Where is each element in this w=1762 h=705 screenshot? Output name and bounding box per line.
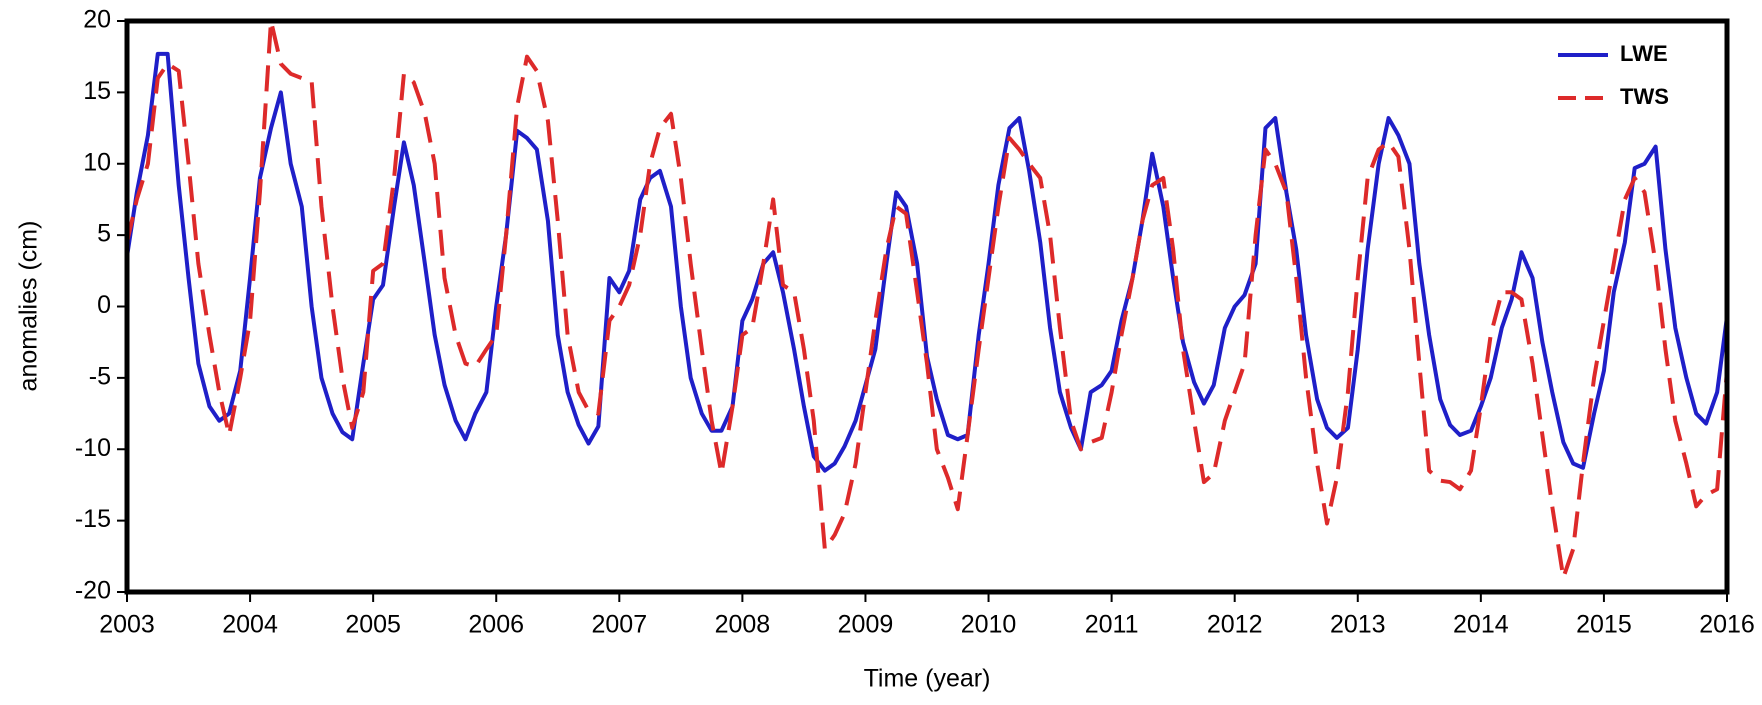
x-tick-label: 2004 [222, 611, 278, 639]
legend-label: LWE [1620, 41, 1668, 66]
y-tick-label: 0 [97, 291, 111, 319]
y-tick-label: -10 [75, 434, 111, 462]
x-tick-label: 2009 [838, 611, 894, 639]
x-tick-label: 2007 [591, 611, 647, 639]
plot-frame [124, 18, 1730, 595]
y-axis-label: anomalies (cm) [15, 221, 43, 392]
x-tick-label: 2013 [1330, 611, 1386, 639]
y-tick-label: 15 [83, 77, 111, 105]
y-tick-label: 20 [83, 6, 111, 34]
legend-label: TWS [1620, 84, 1669, 109]
x-tick-label: 2010 [961, 611, 1017, 639]
x-tick-label: 2008 [715, 611, 771, 639]
x-tick-label: 2016 [1699, 611, 1755, 639]
x-tick-label: 2005 [345, 611, 401, 639]
x-tick-label: 2011 [1085, 611, 1139, 639]
x-axis-label: Time (year) [864, 665, 991, 693]
y-tick-label: 5 [97, 220, 111, 248]
y-tick-label: -15 [75, 505, 111, 533]
x-tick-label: 2012 [1207, 611, 1263, 639]
y-tick-label: -5 [89, 362, 111, 390]
series-line [127, 21, 1727, 580]
x-tick-label: 2003 [99, 611, 155, 639]
y-tick-label: -20 [75, 577, 111, 605]
series-line [127, 51, 1727, 473]
x-tick-label: 2006 [468, 611, 524, 639]
y-tick-label: 10 [83, 148, 111, 176]
x-tick-label: 2014 [1453, 611, 1509, 639]
x-tick-label: 2015 [1576, 611, 1632, 639]
